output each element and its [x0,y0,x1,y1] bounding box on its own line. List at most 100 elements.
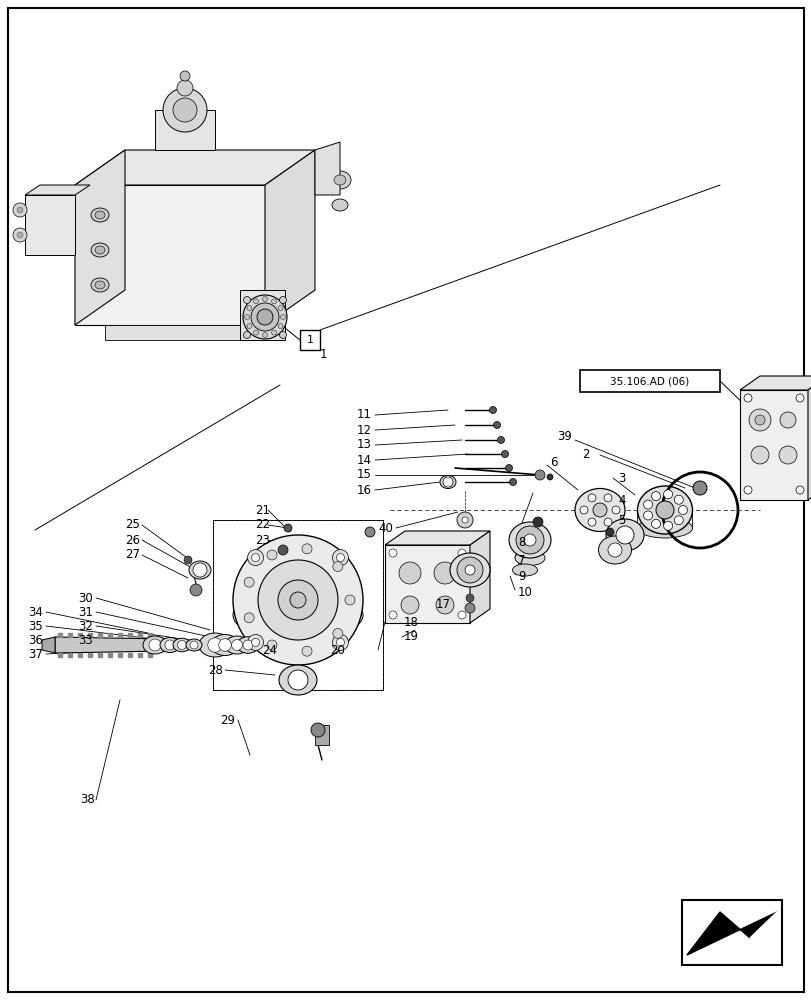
Polygon shape [739,390,807,500]
Ellipse shape [574,488,624,532]
Circle shape [244,613,254,623]
Polygon shape [58,653,62,657]
Text: 6: 6 [549,456,557,468]
Circle shape [795,486,803,494]
Circle shape [607,543,621,557]
Circle shape [643,500,652,509]
Circle shape [401,596,418,614]
Text: 8: 8 [517,536,525,548]
Polygon shape [75,150,315,185]
Circle shape [290,592,306,608]
Ellipse shape [637,486,692,534]
Polygon shape [128,653,132,657]
Circle shape [603,494,611,502]
Text: 26: 26 [125,534,139,546]
Ellipse shape [95,281,105,289]
Text: 9: 9 [517,570,525,582]
Text: 38: 38 [80,793,95,806]
Circle shape [336,554,344,562]
Circle shape [218,639,231,651]
Circle shape [754,415,764,425]
Bar [315,725,328,745]
Circle shape [493,422,500,428]
Text: 7: 7 [517,554,525,566]
Text: 19: 19 [404,631,418,644]
Circle shape [257,309,272,325]
Circle shape [547,474,552,480]
Circle shape [534,470,544,480]
Ellipse shape [512,564,537,576]
Text: 17: 17 [436,598,450,611]
Circle shape [663,521,672,530]
Circle shape [592,503,607,517]
Text: 15: 15 [357,468,371,482]
Circle shape [778,446,796,464]
Text: 1: 1 [306,335,313,345]
Polygon shape [108,653,112,657]
Text: 20: 20 [329,644,345,656]
Circle shape [244,577,254,587]
Ellipse shape [279,665,316,695]
Text: 3: 3 [617,472,624,485]
Circle shape [457,557,483,583]
Circle shape [643,511,652,520]
Circle shape [743,394,751,402]
Circle shape [262,296,267,302]
Text: 34: 34 [28,605,43,618]
Ellipse shape [186,639,202,651]
Circle shape [267,640,277,650]
Polygon shape [118,633,122,637]
Text: 12: 12 [357,424,371,436]
Circle shape [673,495,682,504]
Circle shape [345,595,354,605]
Circle shape [262,332,267,338]
Ellipse shape [160,638,180,652]
Ellipse shape [605,519,643,551]
Ellipse shape [333,175,345,185]
Ellipse shape [91,208,109,222]
Polygon shape [686,912,776,955]
Text: 25: 25 [125,518,139,532]
Circle shape [336,638,344,646]
Polygon shape [78,633,82,637]
Circle shape [271,330,277,335]
Bar [212,520,383,690]
Bar [299,330,320,350]
Circle shape [242,640,253,650]
Circle shape [508,479,516,486]
Circle shape [587,518,595,526]
Circle shape [177,80,193,96]
Ellipse shape [95,211,105,219]
Circle shape [779,412,795,428]
Circle shape [247,324,251,328]
Circle shape [532,517,543,527]
Text: 16: 16 [357,484,371,496]
Circle shape [279,332,286,338]
Circle shape [457,549,466,557]
Text: 35.106.AD (06): 35.106.AD (06) [610,376,689,386]
Polygon shape [384,545,470,623]
Circle shape [253,330,258,335]
Ellipse shape [637,518,692,538]
Ellipse shape [211,635,238,656]
Circle shape [515,526,543,554]
Polygon shape [75,185,264,325]
Text: 4: 4 [617,493,624,506]
Polygon shape [42,637,55,653]
Circle shape [388,611,397,619]
Circle shape [242,295,286,339]
Circle shape [13,228,27,242]
Ellipse shape [449,553,489,587]
Circle shape [302,646,311,656]
Text: 35: 35 [28,619,43,633]
Ellipse shape [173,638,191,652]
Text: 1: 1 [320,349,327,361]
Text: 24: 24 [262,644,277,656]
Circle shape [302,544,311,554]
Circle shape [587,494,595,502]
Circle shape [465,603,474,613]
Circle shape [288,670,307,690]
Circle shape [465,565,474,575]
Circle shape [277,545,288,555]
Circle shape [433,562,456,584]
